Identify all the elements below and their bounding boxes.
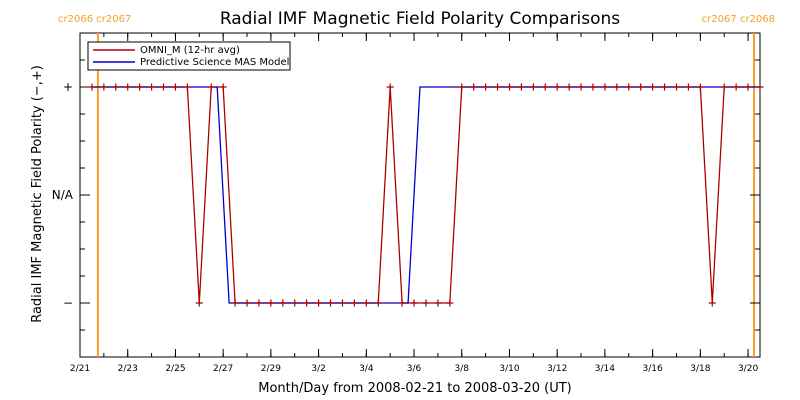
series-0-point-40 <box>565 83 573 91</box>
series-0-point-35 <box>505 83 513 91</box>
series-0-point-37 <box>529 83 537 91</box>
series-0-point-38 <box>541 83 549 91</box>
x-tick-label-7: 3/6 <box>407 364 422 374</box>
series-0-point-49 <box>672 83 680 91</box>
series-0-point-39 <box>553 83 561 91</box>
y-axis-label: Radial IMF Magnetic Field Polarity (−,+) <box>30 65 45 323</box>
series-0-point-9 <box>195 299 203 307</box>
series-0-point-0 <box>88 83 96 91</box>
series-0-point-18 <box>303 299 311 307</box>
y-tick-label-2: − <box>63 296 73 310</box>
x-axis-ticks: 2/21 2/23 2/25 2/27 2/29 3/2 3/4 3/6 3/8 3/10 3/12… <box>70 33 758 374</box>
series-0-point-3 <box>124 83 132 91</box>
series-0-point-56 <box>756 83 764 91</box>
series-0-point-41 <box>577 83 585 91</box>
series-0-point-22 <box>350 299 358 307</box>
y-axis-ticks: + N/A − <box>52 59 760 358</box>
series-0-point-6 <box>160 83 168 91</box>
series-0-point-17 <box>291 299 299 307</box>
legend-label-omni: OMNI_M (12-hr avg) <box>140 45 240 56</box>
series-0-point-19 <box>315 299 323 307</box>
legend-box <box>87 41 291 71</box>
series-0-point-27 <box>410 299 418 307</box>
x-tick-label-2: 2/25 <box>165 364 185 374</box>
series-0-point-52 <box>708 299 716 307</box>
series-0-point-50 <box>684 83 692 91</box>
x-tick-label-8: 3/8 <box>455 364 470 374</box>
series-0-point-47 <box>649 83 657 91</box>
series-0-point-54 <box>732 83 740 91</box>
series-0-point-53 <box>720 83 728 91</box>
series-0-point-8 <box>183 83 191 91</box>
series-0-point-2 <box>112 83 120 91</box>
series-0-point-30 <box>446 299 454 307</box>
series-0-point-11 <box>219 83 227 91</box>
carrington-label-1: cr2067 cr2068 <box>702 14 775 25</box>
series-0-point-31 <box>458 83 466 91</box>
series-0-point-36 <box>517 83 525 91</box>
series-0-point-14 <box>255 299 263 307</box>
x-tick-label-3: 2/27 <box>213 364 233 374</box>
x-tick-label-1: 2/23 <box>118 364 138 374</box>
series-0-point-43 <box>601 83 609 91</box>
series-0-point-42 <box>589 83 597 91</box>
legend-label-mas: Predictive Science MAS Model <box>140 57 289 68</box>
x-tick-label-10: 3/12 <box>547 364 567 374</box>
series-0-point-25 <box>386 83 394 91</box>
x-axis-label: Month/Day from 2008-02-21 to 2008-03-20 … <box>258 381 571 396</box>
series-0-point-29 <box>434 299 442 307</box>
series-0-point-12 <box>231 299 239 307</box>
chart-title: Radial IMF Magnetic Field Polarity Compa… <box>220 9 620 29</box>
series-0-point-28 <box>422 299 430 307</box>
series-0-point-48 <box>661 83 669 91</box>
x-tick-label-14: 3/20 <box>738 364 758 374</box>
series-0-point-26 <box>398 299 406 307</box>
series-0-point-44 <box>613 83 621 91</box>
series-0-point-4 <box>136 83 144 91</box>
series-0-point-10 <box>207 83 215 91</box>
x-tick-label-4: 2/29 <box>261 364 281 374</box>
series-0-point-24 <box>374 299 382 307</box>
x-tick-label-13: 3/18 <box>690 364 710 374</box>
x-tick-label-9: 3/10 <box>499 364 519 374</box>
series-0-point-51 <box>696 83 704 91</box>
carrington-label-0: cr2066 cr2067 <box>58 14 131 25</box>
x-tick-label-6: 3/4 <box>359 364 374 374</box>
series-0-point-16 <box>279 299 287 307</box>
legend: OMNI_M (12-hr avg) Predictive Science MA… <box>87 41 291 71</box>
series-0-point-32 <box>470 83 478 91</box>
series-0-point-5 <box>148 83 156 91</box>
series-0-point-23 <box>362 299 370 307</box>
series-0-point-20 <box>327 299 335 307</box>
series-0-point-33 <box>482 83 490 91</box>
series-lines <box>88 83 764 307</box>
y-tick-label-0: + <box>63 80 73 94</box>
x-tick-label-5: 3/2 <box>311 364 325 374</box>
series-0-point-46 <box>637 83 645 91</box>
series-0-point-7 <box>171 83 179 91</box>
x-tick-label-11: 3/14 <box>595 364 615 374</box>
series-0-point-34 <box>494 83 502 91</box>
series-0-point-13 <box>243 299 251 307</box>
x-tick-label-0: 2/21 <box>70 364 90 374</box>
series-0-point-21 <box>338 299 346 307</box>
x-tick-label-12: 3/16 <box>643 364 663 374</box>
series-0-point-45 <box>625 83 633 91</box>
series-0-point-55 <box>744 83 752 91</box>
y-tick-label-1: N/A <box>52 188 74 202</box>
series-0-point-15 <box>267 299 275 307</box>
series-0-point-1 <box>100 83 108 91</box>
